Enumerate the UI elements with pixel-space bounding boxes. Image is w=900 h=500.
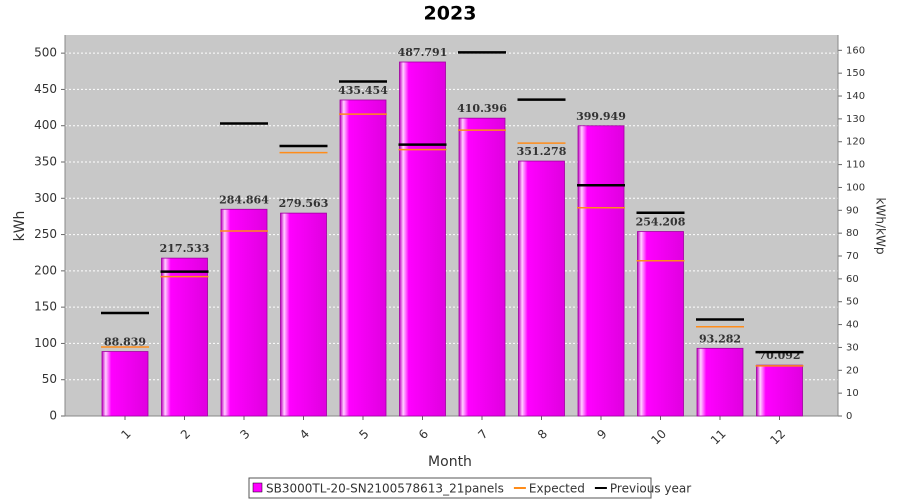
legend-label: Expected (529, 482, 585, 496)
y-tick-label: 100 (34, 336, 57, 350)
bar (756, 364, 803, 417)
y-tick-label: 300 (34, 191, 57, 205)
x-tick-label: 9 (594, 427, 609, 442)
y2-tick-label: 130 (846, 114, 865, 125)
x-tick-label: 1 (118, 427, 133, 442)
value-label: 254.208 (636, 216, 686, 229)
y2-tick-label: 0 (846, 411, 852, 422)
x-tick-label: 7 (475, 427, 490, 442)
value-label: 217.533 (160, 242, 210, 255)
value-label: 351.278 (517, 145, 567, 158)
value-label: 88.839 (104, 336, 146, 349)
bar (637, 231, 684, 417)
y-axis-label: kWh (12, 211, 28, 242)
y-tick-label: 400 (34, 118, 57, 132)
y2-tick-label: 30 (846, 342, 859, 353)
bar (101, 351, 149, 417)
x-tick-label: 8 (535, 427, 550, 442)
bar (161, 257, 208, 417)
value-label: 399.949 (576, 110, 626, 123)
y2-tick-label: 40 (846, 320, 859, 331)
bar (399, 61, 446, 417)
legend-label: SB3000TL-20-SN2100578613_21panels (266, 482, 504, 496)
y2-tick-label: 80 (846, 228, 859, 239)
value-label: 410.396 (457, 102, 507, 115)
y-tick-label: 150 (34, 300, 57, 314)
bar (518, 160, 565, 417)
bar (458, 117, 506, 417)
x-tick-label: 6 (416, 427, 431, 442)
bar (577, 125, 625, 417)
value-label: 284.864 (219, 193, 269, 206)
value-label: 279.563 (279, 197, 329, 210)
y-tick-label: 350 (34, 155, 57, 169)
chart-title: 2023 (424, 3, 477, 25)
x-tick-label: 11 (708, 427, 729, 448)
y2-tick-label: 50 (846, 297, 859, 308)
x-tick-label: 3 (237, 427, 252, 442)
y2-tick-label: 10 (846, 388, 859, 399)
y-tick-label: 500 (34, 46, 57, 60)
y2-tick-label: 140 (846, 91, 865, 102)
x-tick-label: 5 (356, 427, 371, 442)
y2-tick-label: 110 (846, 160, 865, 171)
x-axis-label: Month (428, 454, 472, 470)
bar (339, 99, 387, 417)
bar (220, 208, 268, 417)
value-label: 93.282 (699, 332, 741, 345)
legend-swatch (252, 482, 263, 493)
y2-tick-label: 90 (846, 205, 859, 216)
bar (696, 347, 744, 417)
value-label: 435.454 (338, 84, 388, 97)
y2-tick-label: 160 (846, 45, 865, 56)
y2-tick-label: 60 (846, 274, 859, 285)
y2-tick-label: 100 (846, 182, 865, 193)
value-label: 487.791 (398, 46, 448, 59)
x-tick-label: 12 (767, 427, 788, 448)
y2-tick-label: 70 (846, 251, 859, 262)
legend-box (248, 477, 652, 499)
y2-tick-label: 120 (846, 137, 865, 148)
y-tick-label: 450 (34, 82, 57, 96)
legend: SB3000TL-20-SN2100578613_21panels Expecte… (248, 477, 691, 499)
y2-tick-label: 20 (846, 365, 859, 376)
y-tick-label: 250 (34, 227, 57, 241)
x-tick-label: 4 (297, 427, 312, 442)
bar (280, 212, 327, 417)
y2-axis-label: kWh/kWp (874, 198, 888, 255)
legend-label: Previous year (610, 482, 691, 496)
y2-tick-label: 150 (846, 68, 865, 79)
y-tick-label: 50 (42, 372, 57, 386)
x-tick-label: 2 (178, 427, 193, 442)
x-tick-label: 10 (648, 427, 669, 448)
y-tick-label: 200 (34, 263, 57, 277)
y-tick-label: 0 (49, 409, 57, 423)
